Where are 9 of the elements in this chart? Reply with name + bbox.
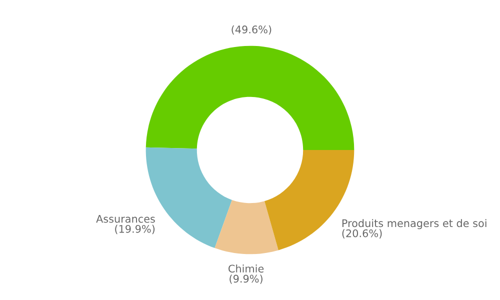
donut-slice <box>214 200 278 254</box>
slice-label: Chimie <box>228 264 264 273</box>
data-label: (9.9%) <box>230 274 262 284</box>
data-label: (49.6%) <box>232 25 272 35</box>
data-label: (20.6%) <box>342 229 382 238</box>
slice-label: Produits menagers et de soi <box>342 219 486 230</box>
slice-label: Assurances <box>96 215 155 223</box>
donut-slice <box>146 46 354 150</box>
data-label: (19.9%) <box>115 224 155 234</box>
